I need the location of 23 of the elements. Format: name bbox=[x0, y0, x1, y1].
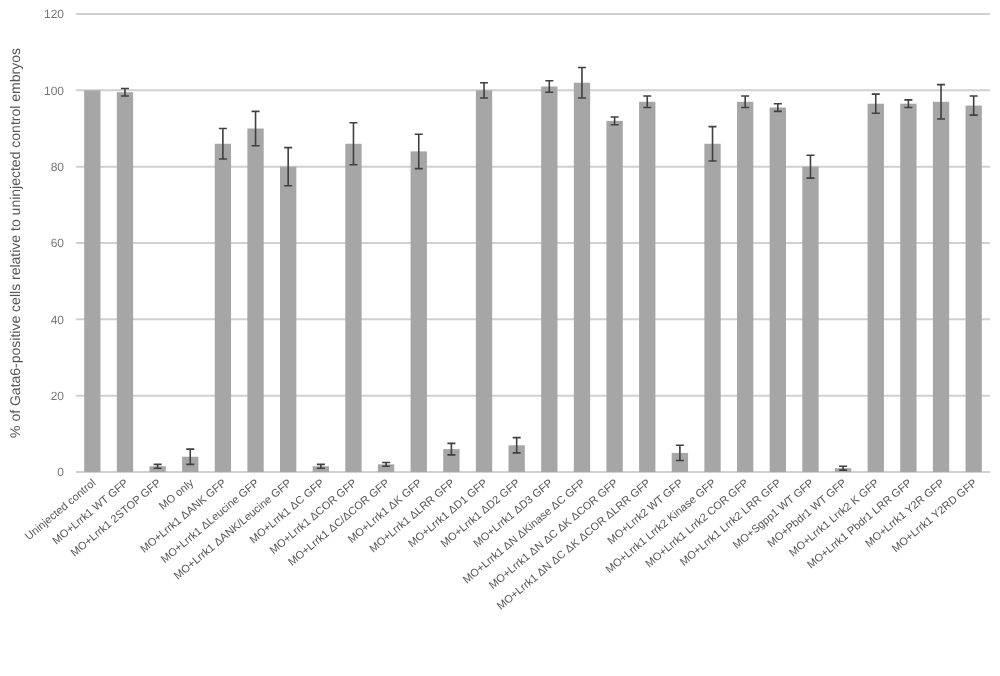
bar bbox=[802, 166, 819, 472]
bar bbox=[214, 143, 232, 472]
bar bbox=[737, 101, 754, 472]
bar bbox=[573, 82, 591, 472]
bar bbox=[867, 103, 884, 472]
bar bbox=[475, 90, 493, 472]
bar bbox=[900, 103, 917, 472]
bar bbox=[769, 107, 786, 472]
bar bbox=[965, 105, 982, 472]
bar bbox=[606, 120, 623, 472]
bar bbox=[704, 143, 721, 472]
bar bbox=[410, 151, 427, 472]
bar bbox=[508, 445, 525, 472]
bar bbox=[247, 128, 264, 472]
bar bbox=[84, 90, 101, 472]
bar bbox=[443, 449, 460, 472]
bar bbox=[345, 143, 362, 472]
bar bbox=[671, 452, 689, 472]
bar bbox=[280, 166, 297, 472]
bar bbox=[639, 101, 656, 472]
bar bbox=[541, 86, 558, 472]
bar bbox=[932, 101, 950, 472]
bar bbox=[116, 92, 134, 472]
